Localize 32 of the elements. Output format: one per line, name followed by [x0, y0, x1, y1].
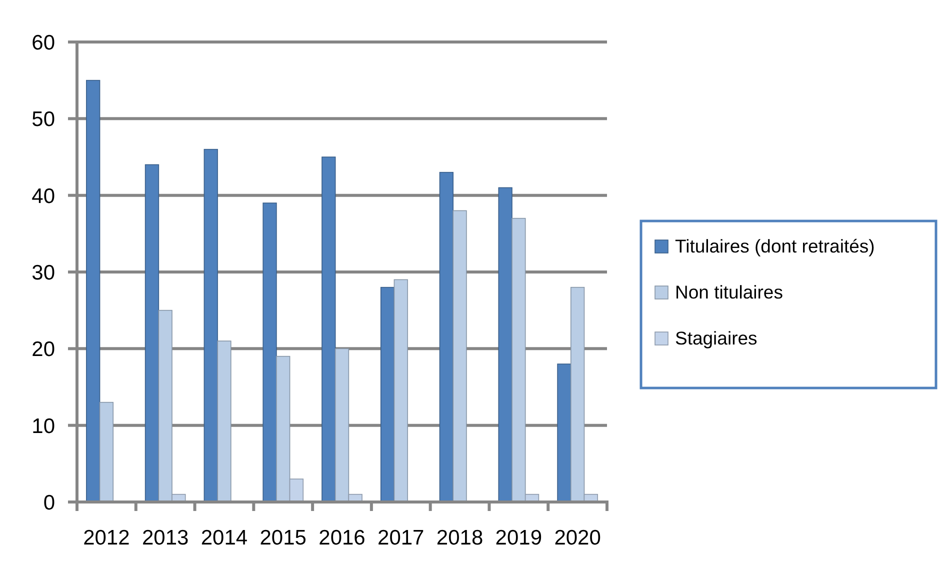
bar [262, 202, 277, 502]
bar [322, 156, 336, 502]
bar [394, 279, 408, 502]
y-tick-label: 20 [32, 338, 55, 362]
x-tick-label: 2018 [436, 526, 484, 550]
bar [204, 148, 218, 502]
x-tick-label: 2019 [495, 526, 542, 550]
bar [452, 210, 467, 502]
bar [380, 286, 395, 502]
x-tick-label: 2012 [83, 526, 130, 550]
x-tick-label: 2013 [142, 526, 189, 550]
x-tick-label: 2015 [260, 526, 306, 550]
y-tick-label: 50 [32, 108, 55, 132]
y-tick-label: 0 [43, 492, 55, 515]
x-tick-label: 2020 [554, 526, 601, 550]
y-tick-label: 10 [32, 414, 55, 438]
legend-label: Stagiaires [675, 328, 758, 349]
x-tick-label: 2017 [378, 526, 424, 550]
y-tick-label: 60 [32, 32, 55, 55]
y-tick-label: 30 [32, 262, 55, 285]
y-tick-label: 40 [32, 184, 55, 208]
x-tick-label: 2014 [200, 526, 248, 550]
bar [557, 364, 572, 502]
bar [144, 164, 160, 502]
legend-label: Non titulaires [675, 282, 783, 303]
bar [86, 80, 100, 502]
bar [217, 340, 232, 502]
bar [498, 187, 512, 502]
x-tick-label: 2016 [318, 526, 366, 550]
bar [99, 402, 114, 502]
bar [439, 172, 454, 502]
legend-label: Titulaires (dont retraités) [675, 236, 875, 257]
